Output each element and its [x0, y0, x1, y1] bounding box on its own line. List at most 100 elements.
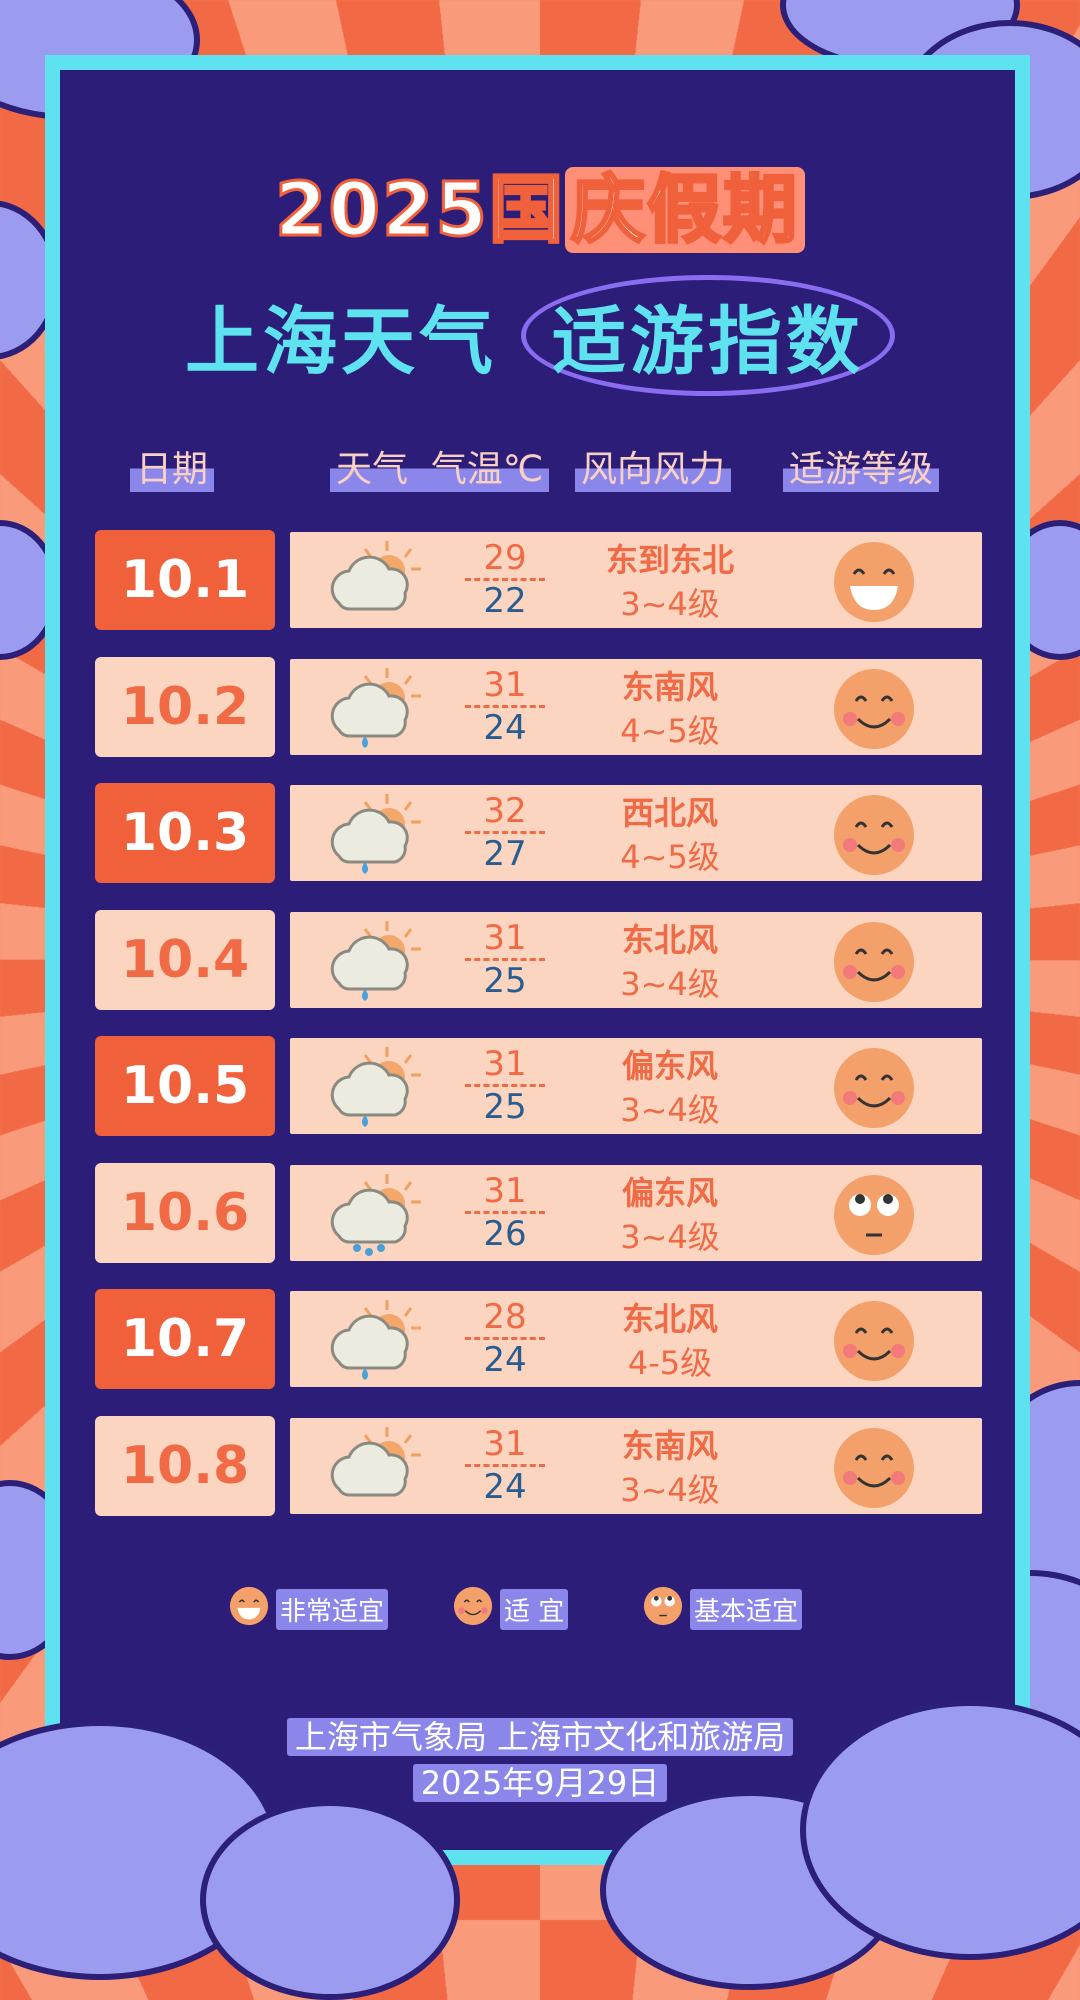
- wind-direction: 东到东北: [605, 541, 734, 579]
- footer-date: 2025年9月29日: [0, 1758, 1080, 1804]
- temp-low: 22: [483, 581, 527, 621]
- temperature: 29 22: [465, 538, 545, 621]
- cloudy-rain-icon: [325, 790, 425, 878]
- wind-level: 4~5级: [620, 711, 720, 750]
- info-cell: 31 25 偏东风 3~4级: [290, 1038, 982, 1134]
- cloudy-rain-icon: [325, 1296, 425, 1384]
- info-cell: 31 26 偏东风 3~4级: [290, 1164, 982, 1261]
- wind: 西北风 4~5级: [580, 791, 760, 879]
- temperature: 28 24: [465, 1297, 545, 1380]
- date-cell: 10.6: [95, 1162, 275, 1263]
- date-cell: 10.8: [95, 1415, 275, 1516]
- cloudy-rain-icon: [325, 917, 425, 1005]
- temp-high: 31: [465, 1044, 545, 1087]
- table-row: 10.1 29 22 东到东北 3~4级: [95, 530, 982, 630]
- date-cell: 10.7: [95, 1289, 275, 1389]
- legend-suitable-face-icon: [452, 1585, 494, 1634]
- wind-level: 3~4级: [620, 1470, 720, 1509]
- wind-direction: 东北风: [621, 920, 718, 959]
- wind-level: 3~4级: [620, 964, 720, 1003]
- grade-suitable-face-icon: [830, 665, 918, 753]
- wind: 东到东北 3~4级: [580, 538, 760, 626]
- date-cell: 10.4: [95, 909, 275, 1010]
- wind-level: 4-5级: [627, 1344, 713, 1382]
- temperature: 31 24: [465, 1424, 545, 1507]
- legend-label: 非常适宜: [276, 1589, 389, 1630]
- temperature: 31 25: [465, 918, 545, 1001]
- grade-suitable-face-icon: [830, 1424, 918, 1512]
- title-year: 2025国: [274, 166, 565, 255]
- header-weather-temp: 天气 气温℃: [330, 440, 550, 492]
- grade-suitable-face-icon: [830, 791, 918, 879]
- wind-direction: 东南风: [621, 1426, 718, 1465]
- temperature: 31 24: [465, 665, 545, 748]
- legend-item: 基本适宜: [642, 1585, 803, 1634]
- info-cell: 31 25 东北风 3~4级: [290, 911, 982, 1008]
- wind: 东南风 3~4级: [580, 1424, 760, 1512]
- grade-suitable-face-icon: [830, 918, 918, 1006]
- info-cell: 29 22 东到东北 3~4级: [290, 532, 982, 628]
- temp-low: 24: [483, 1340, 527, 1380]
- legend-item: 非常适宜: [228, 1585, 389, 1634]
- temperature: 32 27: [465, 791, 545, 874]
- wind: 东南风 4~5级: [580, 665, 760, 753]
- table-row: 10.3 32 27 西北风 4~5级: [95, 783, 982, 883]
- wind-direction: 偏东风: [621, 1047, 718, 1085]
- date-cell: 10.1: [95, 530, 275, 630]
- table-row: 10.4 31 25 东北风 3~4级: [95, 909, 982, 1010]
- temp-low: 25: [483, 1087, 527, 1127]
- table-row: 10.5 31 25 偏东风 3~4级: [95, 1036, 982, 1136]
- table-row: 10.8 31 24 东南风 3~4级: [95, 1415, 982, 1516]
- grade-suitable-face-icon: [830, 1297, 918, 1385]
- wind: 偏东风 3~4级: [580, 1171, 760, 1259]
- temp-high: 31: [465, 918, 545, 961]
- grade-suitable-face-icon: [830, 1044, 918, 1132]
- temperature: 31 25: [465, 1044, 545, 1127]
- header-wind: 风向风力: [575, 440, 732, 492]
- showers-icon: [325, 1170, 425, 1258]
- date-cell: 10.2: [95, 656, 275, 757]
- wind: 东北风 3~4级: [580, 918, 760, 1006]
- temp-high: 28: [465, 1297, 545, 1340]
- cloudy-rain-icon: [325, 664, 425, 752]
- legend-item: 适 宜: [452, 1585, 569, 1634]
- temp-low: 24: [483, 707, 527, 748]
- info-cell: 31 24 东南风 3~4级: [290, 1417, 982, 1514]
- temp-low: 24: [483, 1466, 527, 1507]
- legend-very-suitable-face-icon: [228, 1585, 270, 1634]
- header-date: 日期: [130, 440, 215, 492]
- wind-level: 3~4级: [620, 1091, 720, 1129]
- header-grade: 适游等级: [783, 440, 940, 492]
- title-line-2: 上海天气 适游指数: [0, 275, 1080, 396]
- title-circled: 适游指数: [521, 275, 895, 396]
- temperature: 31 26: [465, 1171, 545, 1254]
- wind: 偏东风 3~4级: [580, 1044, 760, 1132]
- date-cell: 10.5: [95, 1036, 275, 1136]
- wind-level: 4~5级: [620, 838, 720, 876]
- grade-very-suitable-face-icon: [830, 538, 918, 626]
- title-city: 上海天气: [185, 299, 497, 385]
- title-line-1: 2025国庆假期: [0, 150, 1080, 257]
- temp-high: 31: [465, 665, 545, 708]
- wind-direction: 东北风: [621, 1300, 718, 1338]
- temp-low: 25: [483, 960, 527, 1001]
- legend-basic-face-icon: [642, 1585, 684, 1634]
- info-cell: 31 24 东南风 4~5级: [290, 658, 982, 755]
- cloudy-sunny-icon: [325, 537, 425, 625]
- table-row: 10.2 31 24 东南风 4~5级: [95, 656, 982, 757]
- cloudy-rain-icon: [325, 1043, 425, 1131]
- legend-label: 适 宜: [500, 1589, 569, 1630]
- wind-direction: 东南风: [621, 667, 718, 706]
- wind-level: 3~4级: [620, 1217, 720, 1256]
- legend-label: 基本适宜: [690, 1589, 803, 1630]
- wind-level: 3~4级: [620, 585, 720, 623]
- info-cell: 32 27 西北风 4~5级: [290, 785, 982, 881]
- footer-source: 上海市气象局 上海市文化和旅游局: [0, 1712, 1080, 1758]
- info-cell: 28 24 东北风 4-5级: [290, 1291, 982, 1387]
- temp-high: 29: [465, 538, 545, 581]
- wind-direction: 偏东风: [621, 1173, 718, 1212]
- date-cell: 10.3: [95, 783, 275, 883]
- wind-direction: 西北风: [621, 794, 718, 832]
- title-highlight: 庆假期: [564, 166, 805, 255]
- temp-high: 31: [465, 1424, 545, 1467]
